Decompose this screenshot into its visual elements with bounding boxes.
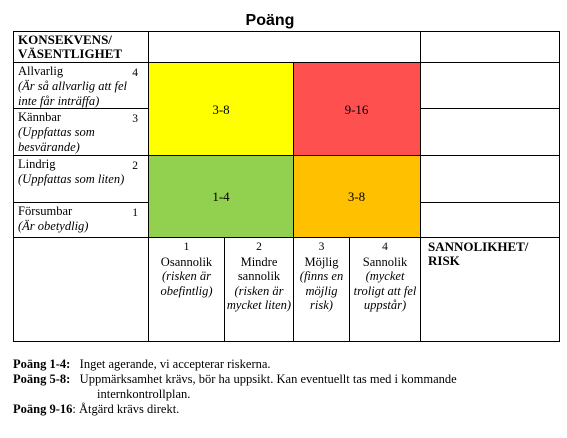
column-label-mindre-sannolik: 2 Mindre sannolik (risken är mycket lite… [226,240,292,313]
column-score: 2 [256,241,262,253]
legend-item: Poäng 1-4: Inget agerande, vi accepterar… [13,357,271,371]
row-label-lindrig: 2 Lindrig (Uppfattas som liten) [18,157,144,187]
legend-text: Åtgärd krävs direkt. [78,402,180,416]
column-label-osannolik: 1 Osannolik (risken är obefintlig) [150,240,223,298]
grid-line [420,31,421,342]
risk-zone-green: 1-4 [149,156,293,237]
legend-item: Poäng 9-16: Åtgärd krävs direkt. [13,402,180,416]
row-name: Allvarlig [18,64,64,78]
risk-zone-red: 9-16 [293,63,420,156]
zone-label: 3-8 [212,101,230,117]
row-description: (Är så allvarlig att fel inte får inträf… [18,79,128,108]
column-label-mojlig: 3 Möjlig (finns en möjlig risk) [295,240,348,313]
row-score: 3 [132,113,138,125]
grid-line [349,237,350,342]
risk-zone-orange: 3-8 [293,156,420,237]
zone-label: 9-16 [344,101,369,117]
column-name: Möjlig [304,254,339,269]
column-score: 1 [183,241,190,253]
row-label-allvarlig: 4 Allvarlig (Är så allvarlig att fel int… [18,64,144,109]
column-label-sannolik: 4 Sannolik (mycket troligt att fel uppst… [351,240,419,313]
row-name: Lindrig [18,157,56,171]
zone-label: 3-8 [347,188,366,204]
column-name: Osannolik [160,254,213,269]
grid-line [13,31,14,342]
grid-line [13,202,149,203]
column-description: (risken är mycket liten) [226,283,292,313]
column-name: Mindre sannolik [237,254,281,284]
row-description: (Uppfattas som besvärande) [18,125,95,154]
grid-line [420,202,560,203]
row-axis-header: KONSEKVENS/ VÄSENTLIGHET [18,32,123,61]
column-description: (finns en möjlig risk) [299,269,344,312]
legend-key: Poäng 9-16 [13,402,73,416]
grid-line [559,31,560,342]
column-score: 4 [382,241,388,253]
page-title: Poäng [245,12,295,29]
legend-key: Poäng 5-8 [13,372,67,386]
row-name: Försumbar [18,204,73,218]
legend-key: Poäng 1-4 [13,357,67,371]
column-axis-header: SANNOLIKHET/ RISK [428,239,529,268]
grid-line [13,62,560,63]
row-name: Kännbar [18,110,62,124]
column-description: (mycket troligt att fel uppstår) [353,269,417,312]
row-label-forsumbar: 1 Försumbar (Är obetydlig) [18,204,144,234]
grid-line [293,62,294,342]
zone-label: 1-4 [212,188,230,204]
grid-line [148,31,149,342]
grid-line [13,341,560,342]
row-description: (Är obetydlig) [18,219,89,233]
row-score: 4 [132,67,138,79]
row-description: (Uppfattas som liten) [18,172,125,186]
legend-text: Uppmärksamhet krävs, bör ha uppsikt. Kan… [79,372,457,401]
row-label-kannbar: 3 Kännbar (Uppfattas som besvärande) [18,110,144,155]
grid-line [224,237,225,342]
grid-line [13,237,560,238]
risk-zone-yellow: 3-8 [149,63,293,156]
legend-item: Poäng 5-8: Uppmärksamhet krävs, bör ha u… [13,372,457,401]
grid-line [420,108,560,109]
legend-text: Inget agerande, vi accepterar riskerna. [79,357,271,371]
grid-line [13,31,560,32]
column-name: Sannolik [362,254,408,269]
row-score: 1 [132,207,138,219]
row-score: 2 [132,160,138,172]
column-description: (risken är obefintlig) [160,269,213,298]
grid-line [13,155,560,156]
grid-line [13,108,149,109]
column-score: 3 [318,241,325,253]
